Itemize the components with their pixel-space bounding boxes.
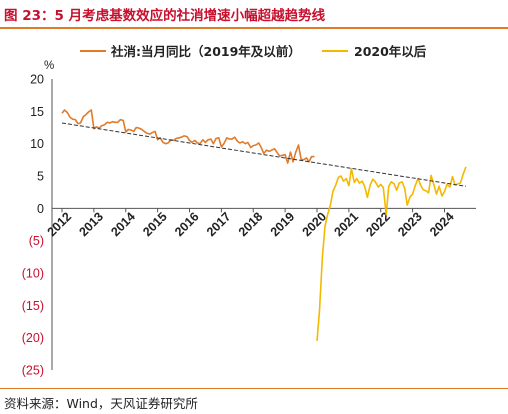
x-tick-label: 2018: [236, 210, 266, 240]
x-tick-labels: 2012 2013 2014 2015 2016 2017 2018 2019 2020 2021…: [45, 208, 457, 239]
x-tick-label: 2023: [395, 210, 425, 240]
y-tick-label: 0: [37, 202, 44, 216]
y-tick-label: (15): [22, 299, 44, 313]
x-tick-label: 2012: [45, 210, 75, 240]
y-tick-label: (20): [22, 331, 44, 345]
y-tick-label: (25): [22, 364, 44, 378]
bottom-rule: [0, 388, 508, 389]
y-tick-label: 20: [30, 73, 44, 87]
x-tick-label: 2016: [172, 210, 202, 240]
x-tick-label: 2017: [204, 210, 234, 240]
y-axis-unit: %: [44, 60, 54, 72]
title-rule: [0, 27, 508, 29]
series-line-0: [61, 109, 315, 164]
x-tick-label: 2013: [76, 210, 106, 240]
x-tick-label: 2014: [108, 210, 138, 240]
y-tick-label: 5: [37, 170, 44, 184]
x-tick-label: 2022: [363, 210, 393, 240]
source-note: 资料来源：Wind，天风证券研究所: [4, 396, 198, 411]
y-tick-label: (5): [29, 234, 44, 248]
series-line-1: [316, 166, 467, 341]
legend-label-yellow: 2020年以后: [354, 44, 427, 59]
x-tick-label: 2021: [331, 210, 361, 240]
x-tick-label: 2019: [268, 210, 298, 240]
trend-line: [61, 122, 466, 187]
x-tick-label: 2024: [427, 210, 457, 240]
x-tick-label: 2015: [140, 210, 170, 240]
figure-title: 图 23：5 月考虑基数效应的社消增速小幅超越趋势线: [4, 8, 326, 24]
y-tick-label: 15: [30, 105, 44, 119]
y-tick-labels: 20 15 10 5 0 (5) (10) (15) (20) (25): [22, 73, 44, 378]
y-tick-label: (10): [22, 267, 44, 281]
legend-label-orange: 社消:当月同比（2019年及以前）: [110, 44, 301, 59]
y-tick-label: 10: [30, 137, 44, 151]
series-group: [61, 109, 467, 341]
